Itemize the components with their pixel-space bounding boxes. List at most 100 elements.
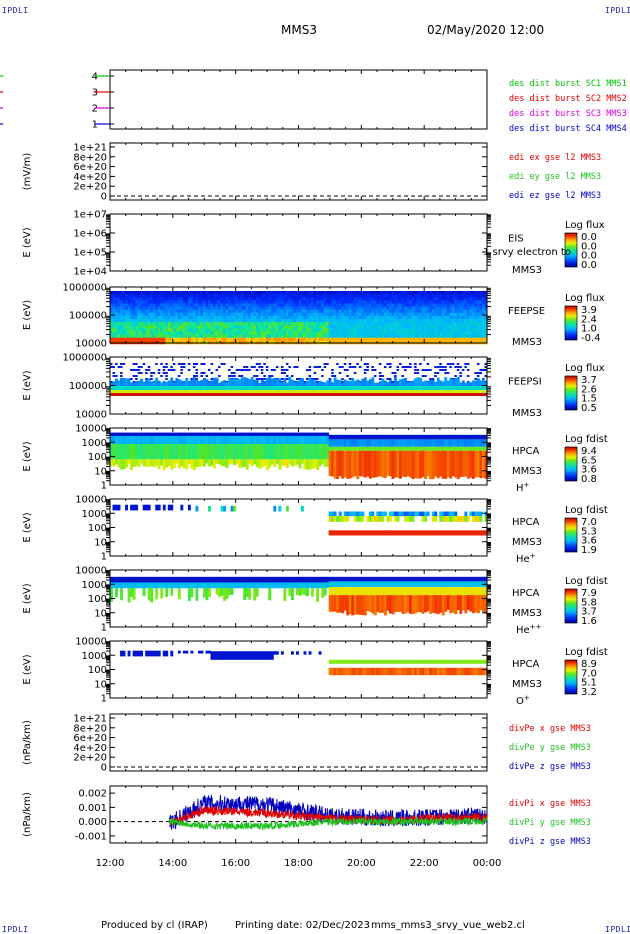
- feepsi-speck: [180, 372, 183, 374]
- feepse-cell: [225, 297, 229, 301]
- feepse-cell: [275, 319, 279, 323]
- feepse-cell: [210, 325, 214, 329]
- feepse-cell: [215, 303, 219, 307]
- feepse-cell: [401, 306, 405, 311]
- feepse-cell: [446, 315, 450, 320]
- hpca-h-panel-cell: [394, 439, 397, 447]
- feepse-cell: [150, 300, 154, 304]
- feepse-cell: [283, 337, 287, 342]
- feepsi-cell: [187, 390, 191, 393]
- feepse-cell: [421, 328, 425, 332]
- feepse-cell: [167, 322, 171, 326]
- feepse-cell: [150, 291, 154, 295]
- feepse-cell: [441, 297, 445, 301]
- feepse-cell: [253, 297, 257, 301]
- hpca-he-panel-cell: [479, 516, 483, 522]
- feepse-cell: [328, 309, 332, 314]
- hpca-h-panel-cell: [172, 435, 176, 444]
- hpca-h-panel-cell: [135, 459, 139, 466]
- feepsi-speck: [459, 366, 462, 368]
- feepse-cell: [451, 315, 455, 320]
- feepse-cell: [175, 334, 179, 339]
- feepse-cell: [122, 297, 126, 301]
- feepse-cell: [230, 328, 234, 332]
- feepse-cell: [336, 294, 340, 298]
- feepse-cell: [434, 319, 438, 323]
- feepse-cell: [112, 325, 116, 329]
- feepse-cell: [250, 309, 254, 314]
- feepse-cell: [361, 328, 365, 332]
- hpca-h-panel-cell: [381, 439, 385, 447]
- feepse-cell: [235, 337, 239, 342]
- feepsi-cell: [228, 393, 232, 396]
- hpca-h-panel-cell: [140, 459, 144, 464]
- feepse-cell: [411, 331, 415, 335]
- feepse-cell: [439, 306, 443, 311]
- feepse-cell: [120, 312, 123, 317]
- feepse-cell: [409, 334, 412, 339]
- feepse-cell: [439, 322, 443, 326]
- feepse-cell: [268, 291, 272, 295]
- feepse-cell: [368, 322, 372, 326]
- hpca-h-panel-cell: [466, 434, 470, 440]
- feepse-cell: [404, 315, 407, 320]
- feepse-panel-spectrogram: [110, 291, 488, 345]
- feepsi-cell: [258, 393, 262, 396]
- feepse-cell: [190, 297, 194, 301]
- feepse-cell: [411, 315, 415, 320]
- feepsi-speck: [326, 363, 329, 365]
- feepse-cell: [197, 328, 201, 332]
- hpca-h-panel-cell: [409, 439, 412, 447]
- feepse-cell: [233, 297, 237, 301]
- feepse-cell: [125, 325, 128, 329]
- feepse-cell: [157, 325, 161, 329]
- feepse-cell: [406, 319, 410, 323]
- feepse-cell: [265, 334, 269, 339]
- feepse-cell: [459, 309, 463, 314]
- feepse-cell: [431, 297, 435, 301]
- feepse-cell: [185, 297, 189, 301]
- feepse-cell: [456, 328, 460, 332]
- feepsi-cell: [288, 393, 292, 396]
- feepse-cell: [471, 337, 475, 342]
- feepse-cell: [115, 331, 118, 335]
- feepse-cell: [306, 331, 309, 335]
- feepse-cell: [122, 334, 126, 339]
- feepse-cell: [162, 294, 166, 298]
- feepse-cell: [426, 300, 430, 304]
- feepse-cell: [303, 331, 307, 335]
- hpca-h-panel-cell: [215, 459, 219, 464]
- feepse-cell: [429, 337, 433, 342]
- feepse-cell: [142, 306, 146, 311]
- feepsi-speck: [456, 369, 460, 371]
- feepsi-cell: [157, 380, 161, 386]
- feepse-cell: [311, 325, 314, 329]
- feepse-cell: [464, 325, 468, 329]
- feepse-cell: [270, 315, 274, 320]
- feepse-cell: [451, 331, 455, 335]
- feepse-cell: [394, 334, 397, 339]
- feepse-cell: [165, 337, 169, 342]
- feepsi-cell: [476, 386, 480, 390]
- feepsi-speck: [117, 366, 121, 368]
- feepsi-cell: [180, 393, 184, 396]
- feepse-cell: [449, 291, 453, 295]
- hpca-he-panel-cell: [474, 511, 478, 517]
- feepse-cell: [122, 294, 126, 298]
- eis-panel-y-axis-label: E (eV): [22, 227, 33, 257]
- feepse-cell: [449, 300, 453, 304]
- feepse-cell: [429, 291, 433, 295]
- feepse-cell: [466, 331, 470, 335]
- feepse-cell: [213, 322, 216, 326]
- feepsi-cell: [145, 386, 149, 390]
- hpca-h-panel-cell: [323, 443, 327, 460]
- feepse-cell: [278, 294, 282, 298]
- feepse-cell: [260, 297, 264, 301]
- feepse-cell: [220, 300, 224, 304]
- hpca-h-panel-cell: [414, 439, 418, 447]
- feepse-cell: [172, 325, 176, 329]
- feepse-cell: [135, 297, 139, 301]
- feepse-cell: [175, 294, 179, 298]
- feepse-cell: [434, 315, 438, 320]
- hpca-h-panel-cell: [444, 434, 448, 440]
